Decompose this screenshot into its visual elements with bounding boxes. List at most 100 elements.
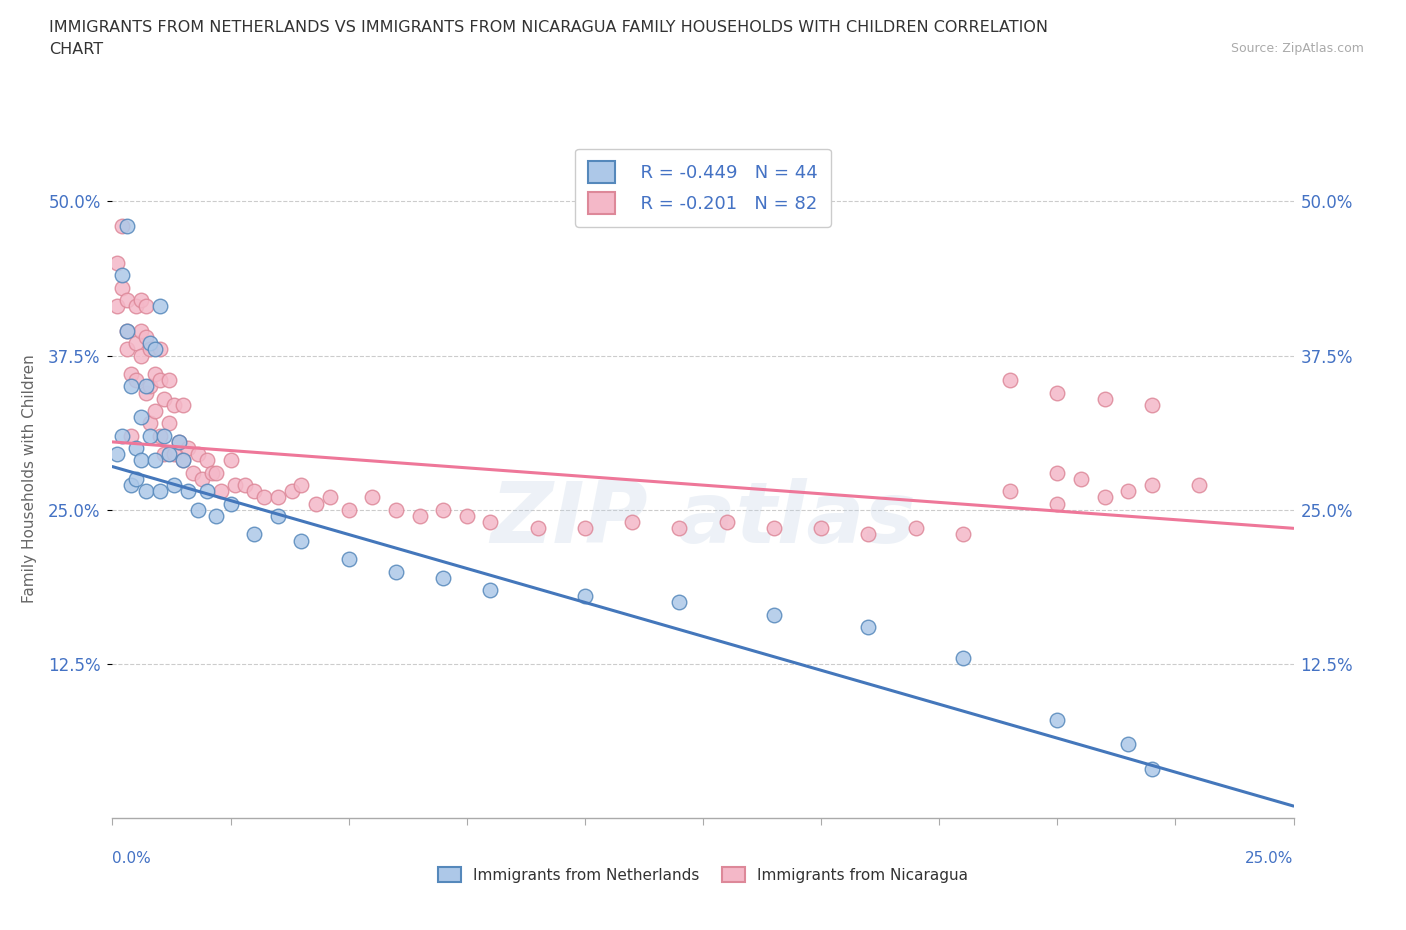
Point — [135, 379, 157, 393]
Point — [105, 446, 128, 461]
Point — [172, 453, 194, 468]
Point — [1116, 484, 1139, 498]
Point — [143, 342, 166, 357]
Point — [135, 299, 157, 313]
Point — [129, 293, 152, 308]
Point — [290, 478, 312, 493]
Point — [149, 484, 172, 498]
Point — [574, 589, 596, 604]
Point — [1046, 712, 1069, 727]
Point — [111, 268, 134, 283]
Point — [129, 410, 152, 425]
Point — [621, 514, 644, 529]
Point — [1140, 478, 1163, 493]
Point — [153, 392, 176, 406]
Point — [195, 453, 218, 468]
Point — [432, 502, 454, 517]
Point — [432, 570, 454, 585]
Point — [858, 527, 880, 542]
Point — [810, 521, 832, 536]
Point — [135, 484, 157, 498]
Point — [385, 565, 408, 579]
Point — [1140, 762, 1163, 777]
Point — [157, 373, 180, 388]
Point — [111, 429, 134, 444]
Point — [120, 366, 142, 381]
Point — [129, 453, 152, 468]
Point — [186, 502, 208, 517]
Point — [153, 446, 176, 461]
Point — [111, 280, 134, 295]
Point — [129, 348, 152, 363]
Point — [281, 484, 304, 498]
Point — [153, 429, 176, 444]
Point — [319, 490, 342, 505]
Point — [111, 219, 134, 233]
Point — [253, 490, 276, 505]
Point — [952, 650, 974, 665]
Point — [172, 397, 194, 412]
Point — [1046, 385, 1069, 400]
Point — [115, 219, 138, 233]
Point — [304, 497, 326, 512]
Point — [205, 465, 228, 480]
Y-axis label: Family Households with Children: Family Households with Children — [22, 354, 37, 604]
Point — [904, 521, 927, 536]
Point — [135, 329, 157, 344]
Point — [115, 293, 138, 308]
Point — [479, 514, 502, 529]
Point — [762, 607, 785, 622]
Point — [1188, 478, 1211, 493]
Point — [267, 509, 290, 524]
Point — [243, 527, 266, 542]
Point — [143, 404, 166, 418]
Text: Source: ZipAtlas.com: Source: ZipAtlas.com — [1230, 42, 1364, 55]
Point — [143, 366, 166, 381]
Legend: Immigrants from Netherlands, Immigrants from Nicaragua: Immigrants from Netherlands, Immigrants … — [432, 860, 974, 889]
Point — [115, 342, 138, 357]
Point — [105, 299, 128, 313]
Point — [219, 497, 242, 512]
Point — [1094, 392, 1116, 406]
Point — [139, 429, 162, 444]
Text: ZIP atlas: ZIP atlas — [491, 478, 915, 561]
Point — [125, 441, 148, 456]
Point — [1046, 497, 1069, 512]
Point — [762, 521, 785, 536]
Point — [267, 490, 290, 505]
Point — [177, 441, 200, 456]
Text: 0.0%: 0.0% — [112, 851, 152, 866]
Point — [139, 336, 162, 351]
Point — [195, 484, 218, 498]
Point — [337, 502, 360, 517]
Point — [1094, 490, 1116, 505]
Point — [998, 484, 1021, 498]
Point — [219, 453, 242, 468]
Point — [408, 509, 430, 524]
Point — [125, 336, 148, 351]
Point — [139, 379, 162, 393]
Point — [385, 502, 408, 517]
Point — [149, 342, 172, 357]
Point — [115, 324, 138, 339]
Text: CHART: CHART — [49, 42, 103, 57]
Point — [1070, 472, 1092, 486]
Point — [574, 521, 596, 536]
Point — [290, 533, 312, 548]
Point — [172, 453, 194, 468]
Point — [337, 551, 360, 566]
Point — [998, 373, 1021, 388]
Point — [139, 342, 162, 357]
Point — [125, 299, 148, 313]
Point — [143, 453, 166, 468]
Point — [1140, 397, 1163, 412]
Point — [191, 472, 214, 486]
Point — [149, 299, 172, 313]
Point — [163, 478, 186, 493]
Point — [120, 478, 142, 493]
Point — [105, 256, 128, 271]
Point — [233, 478, 256, 493]
Point — [243, 484, 266, 498]
Text: 25.0%: 25.0% — [1246, 851, 1294, 866]
Point — [135, 385, 157, 400]
